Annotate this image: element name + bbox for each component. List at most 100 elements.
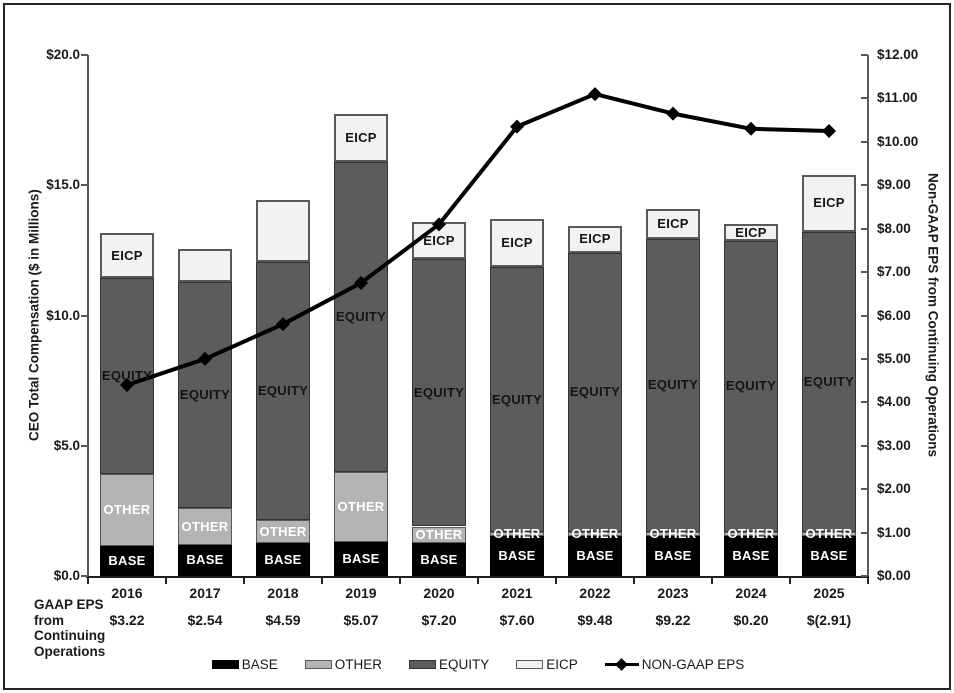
legend-label: BASE bbox=[241, 656, 278, 672]
eicp-segment-2024 bbox=[724, 224, 778, 242]
gaap-eps-value: $(2.91) bbox=[806, 612, 852, 628]
left-axis-tick bbox=[81, 575, 88, 577]
right-axis-title: Non-GAAP EPS from Continuing Operations bbox=[925, 173, 941, 458]
year-label: 2018 bbox=[267, 585, 299, 601]
right-axis-tick bbox=[861, 184, 868, 187]
right-axis-tick-label: $11.00 bbox=[877, 90, 918, 106]
right-axis-tick bbox=[861, 401, 868, 404]
left-axis-tick-label: $5.0 bbox=[53, 437, 80, 453]
left-axis-tick bbox=[81, 314, 88, 317]
year-label: 2024 bbox=[735, 585, 767, 601]
eicp-segment-2020 bbox=[412, 221, 466, 260]
gaap-eps-row-header: GAAP EPS from Continuing Operations bbox=[34, 597, 105, 660]
eicp-segment-2016 bbox=[100, 233, 154, 278]
gaap-eps-value: $4.59 bbox=[265, 612, 301, 628]
right-axis-tick bbox=[861, 271, 868, 274]
x-axis-tick bbox=[165, 578, 167, 584]
x-axis-tick bbox=[87, 578, 89, 584]
eicp-segment-2018 bbox=[256, 199, 310, 263]
right-axis-tick-label: $3.00 bbox=[877, 437, 911, 453]
x-axis-tick bbox=[711, 578, 713, 584]
right-axis-tick-label: $8.00 bbox=[877, 220, 911, 236]
legend-label: EQUITY bbox=[438, 656, 490, 672]
base-swatch-icon bbox=[211, 659, 239, 669]
gaap-eps-value: $9.22 bbox=[655, 612, 691, 628]
x-axis-tick bbox=[789, 578, 791, 584]
base-segment-2021 bbox=[490, 535, 544, 576]
right-axis-tick-label: $5.00 bbox=[877, 350, 911, 366]
equity-segment-2020 bbox=[412, 259, 466, 527]
other-segment-2019 bbox=[334, 471, 388, 543]
other-segment-2022 bbox=[568, 531, 622, 536]
base-segment-2016 bbox=[100, 546, 154, 576]
right-axis-tick-label: $12.00 bbox=[877, 47, 919, 62]
other-swatch-icon bbox=[304, 659, 332, 669]
right-axis-tick-label: $2.00 bbox=[877, 481, 911, 497]
eicp-segment-2021 bbox=[490, 219, 544, 268]
year-label: 2017 bbox=[189, 585, 221, 601]
legend-item-base: BASE bbox=[211, 656, 278, 672]
right-axis-tick bbox=[861, 488, 868, 491]
legend-item-equity: EQUITY bbox=[408, 656, 490, 672]
equity-segment-2025 bbox=[802, 232, 856, 532]
other-segment-2018 bbox=[256, 519, 310, 544]
right-axis-tick-label: $4.00 bbox=[877, 394, 911, 410]
base-segment-2023 bbox=[646, 535, 700, 576]
legend-item-non-gaap-eps: NON-GAAP EPS bbox=[604, 657, 744, 672]
base-segment-2020 bbox=[412, 543, 466, 576]
right-axis-tick bbox=[861, 140, 868, 143]
equity-segment-2017 bbox=[178, 281, 232, 509]
gaap-eps-value: $2.54 bbox=[187, 612, 223, 628]
legend-item-eicp: EICP bbox=[516, 657, 578, 672]
x-axis-tick bbox=[321, 578, 323, 584]
equity-segment-2023 bbox=[646, 238, 700, 532]
eicp-segment-2023 bbox=[646, 208, 700, 239]
legend-label: OTHER bbox=[334, 656, 382, 672]
equity-segment-2024 bbox=[724, 241, 778, 532]
gaap-eps-value: $5.07 bbox=[343, 612, 379, 628]
right-axis-tick bbox=[861, 227, 868, 230]
base-segment-2025 bbox=[802, 535, 856, 576]
right-axis-tick bbox=[861, 575, 868, 577]
other-segment-2021 bbox=[490, 531, 544, 536]
right-axis-tick-label: $0.00 bbox=[877, 568, 911, 583]
x-axis-tick bbox=[867, 578, 869, 584]
eicp-swatch-icon bbox=[516, 659, 544, 669]
equity-segment-2016 bbox=[100, 277, 154, 475]
right-axis-tick bbox=[861, 357, 868, 360]
x-axis-tick bbox=[633, 578, 635, 584]
right-axis-tick-label: $6.00 bbox=[877, 307, 911, 323]
base-segment-2019 bbox=[334, 542, 388, 576]
other-segment-2025 bbox=[802, 531, 856, 536]
right-axis-tick-label: $10.00 bbox=[877, 133, 919, 149]
left-axis-tick-label: $20.0 bbox=[46, 47, 80, 62]
left-axis-tick bbox=[81, 184, 88, 187]
right-axis-tick bbox=[861, 97, 868, 100]
x-axis-line bbox=[86, 576, 869, 578]
equity-segment-2018 bbox=[256, 262, 310, 520]
base-segment-2022 bbox=[568, 535, 622, 576]
x-axis-tick bbox=[555, 578, 557, 584]
right-axis-tick-label: $1.00 bbox=[877, 524, 911, 540]
base-segment-2018 bbox=[256, 543, 310, 576]
right-axis-tick-label: $9.00 bbox=[877, 177, 911, 193]
equity-swatch-icon bbox=[408, 659, 436, 669]
other-segment-2024 bbox=[724, 531, 778, 536]
right-axis-tick bbox=[861, 444, 868, 447]
year-label: 2020 bbox=[423, 585, 455, 601]
equity-segment-2022 bbox=[568, 252, 622, 532]
gaap-eps-row-header-line: GAAP EPS bbox=[34, 597, 104, 612]
left-axis-tick-label: $10.0 bbox=[46, 307, 80, 323]
base-segment-2017 bbox=[178, 544, 232, 576]
equity-segment-2021 bbox=[490, 267, 544, 532]
eicp-segment-2025 bbox=[802, 174, 856, 233]
gaap-eps-value: $7.60 bbox=[499, 612, 535, 628]
x-axis-tick bbox=[477, 578, 479, 584]
eicp-segment-2022 bbox=[568, 225, 622, 253]
left-axis-tick bbox=[81, 54, 88, 56]
right-axis-tick bbox=[861, 531, 868, 534]
year-label: 2025 bbox=[813, 585, 845, 601]
base-segment-2024 bbox=[724, 535, 778, 576]
